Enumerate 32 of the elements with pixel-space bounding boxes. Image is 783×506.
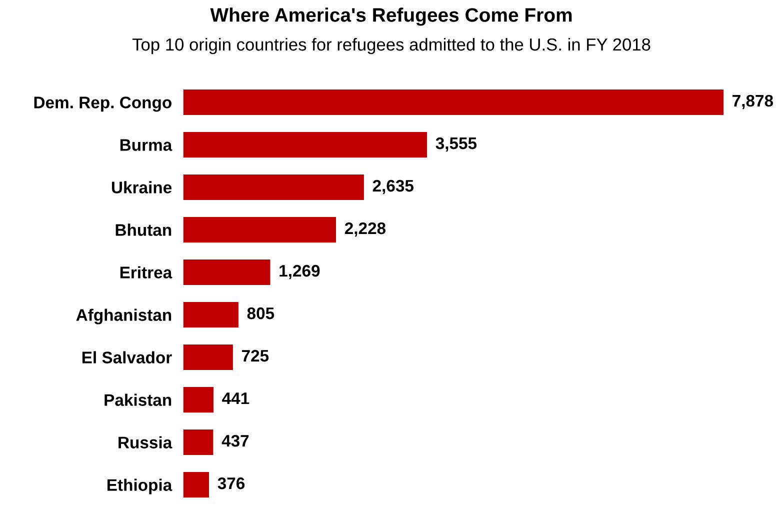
data-label: 441 (222, 392, 250, 404)
chart-subtitle: Top 10 origin countries for refugees admitted to the U.S. in FY 2018 (132, 38, 650, 54)
bar (183, 174, 364, 200)
data-label: 3,555 (436, 137, 477, 152)
y-tick-label: Pakistan (104, 394, 172, 406)
bar (183, 302, 238, 328)
data-label: 437 (222, 434, 249, 447)
bar (183, 132, 428, 158)
data-label: 805 (247, 307, 274, 320)
bar (183, 386, 214, 412)
y-tick-label: Bhutan (116, 224, 172, 236)
bar (183, 472, 210, 498)
data-label: 7,878 (732, 94, 774, 110)
y-tick-label: Ethiopia (107, 478, 172, 494)
y-tick-label: Dem. Rep. Congo (34, 96, 172, 112)
data-label: 2,228 (344, 222, 386, 237)
y-tick-label: Eritrea (120, 266, 172, 278)
data-label: 376 (218, 477, 245, 490)
bar (183, 344, 233, 370)
chart-title: Where America's Refugees Come From (210, 8, 572, 26)
bar (183, 429, 214, 455)
y-tick-label: Afghanistan (76, 308, 172, 324)
y-tick-label: Russia (118, 436, 172, 448)
y-tick-label: Burma (120, 139, 172, 151)
y-tick-label: Ukraine (112, 181, 172, 194)
data-label: 725 (242, 350, 269, 362)
bar (183, 89, 724, 115)
data-label: 2,635 (372, 180, 414, 194)
bar (183, 216, 336, 242)
y-tick-label: El Salvador (82, 351, 172, 364)
bar (183, 259, 270, 285)
data-label: 1,269 (280, 264, 320, 280)
